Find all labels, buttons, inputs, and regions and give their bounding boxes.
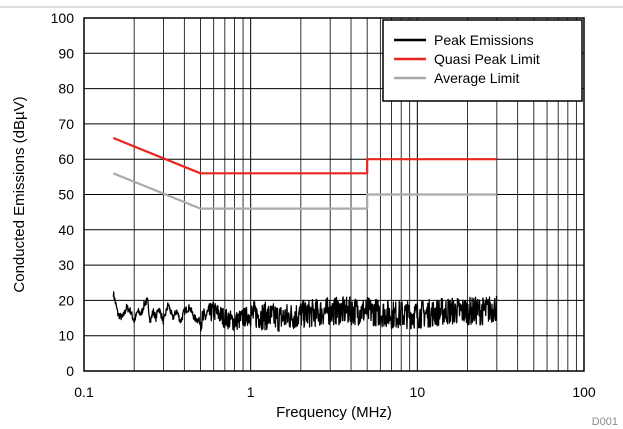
series-peak-emissions [112,291,498,333]
legend-label-average-limit: Average Limit [434,70,519,86]
x-tick-label: 10 [410,384,426,400]
y-tick-label: 30 [58,257,74,273]
figure-id: D001 [592,416,618,428]
y-tick-label: 80 [58,81,74,97]
x-tick-label: 100 [572,384,596,400]
legend-box [382,19,583,102]
y-tick-label: 0 [66,363,74,379]
y-tick-label: 70 [58,116,74,132]
y-tick-label: 50 [58,187,74,203]
series-average-limit [112,172,497,210]
y-tick-label: 60 [58,151,74,167]
y-tick-label: 40 [58,222,74,238]
tick-labels: 0 10 20 30 40 50 60 70 80 90 100 0.1 1 10 100 [51,10,596,400]
series-quasi-peak-limit [112,137,497,175]
y-tick-label: 100 [51,10,75,26]
plot-frame [83,17,585,372]
x-axis-title: Frequency (MHz) [276,404,392,421]
y-tick-label: 10 [58,328,74,344]
legend: Peak Emissions Quasi Peak Limit Average … [382,19,583,102]
y-tick-label: 20 [58,292,74,308]
legend-label-quasi-peak-limit: Quasi Peak Limit [434,51,540,67]
series-layer [112,137,498,333]
x-tick-label: 0.1 [74,384,94,400]
y-axis-title: Conducted Emissions (dBµV) [11,96,28,292]
legend-label-peak-emissions: Peak Emissions [434,32,534,48]
y-tick-label: 90 [58,45,74,61]
x-tick-label: 1 [247,384,255,400]
